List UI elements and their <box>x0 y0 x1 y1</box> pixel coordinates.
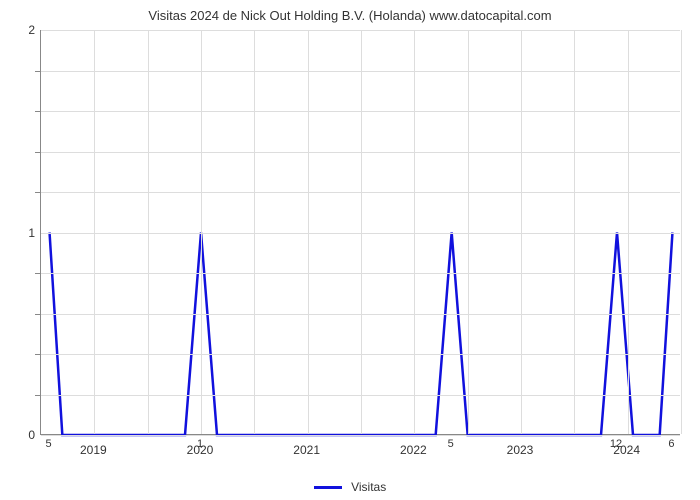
grid-line-h <box>41 354 680 355</box>
y-minor-tick <box>35 192 40 193</box>
y-minor-tick <box>35 111 40 112</box>
y-minor-tick <box>35 354 40 355</box>
x-tick-label: 2023 <box>507 443 534 457</box>
grid-line-h <box>41 71 680 72</box>
y-tick-label: 0 <box>5 428 35 442</box>
data-value-label: 6 <box>668 438 674 450</box>
legend-swatch <box>314 486 342 489</box>
x-tick-label: 2022 <box>400 443 427 457</box>
y-minor-tick <box>35 314 40 315</box>
y-minor-tick <box>35 273 40 274</box>
data-value-label: 5 <box>45 438 51 450</box>
grid-line-h <box>41 435 680 436</box>
grid-line-h <box>41 233 680 234</box>
y-tick-label: 2 <box>5 23 35 37</box>
grid-line-h <box>41 314 680 315</box>
plot-area <box>40 30 680 435</box>
grid-line-v <box>681 30 682 434</box>
y-minor-tick <box>35 71 40 72</box>
legend: Visitas <box>0 479 700 494</box>
grid-line-h <box>41 152 680 153</box>
data-value-label: 5 <box>448 438 454 450</box>
y-minor-tick <box>35 152 40 153</box>
x-tick-label: 2021 <box>293 443 320 457</box>
data-value-label: 12 <box>610 438 622 450</box>
grid-line-h <box>41 395 680 396</box>
grid-line-h <box>41 192 680 193</box>
y-tick-label: 1 <box>5 226 35 240</box>
grid-line-h <box>41 30 680 31</box>
grid-line-h <box>41 111 680 112</box>
y-minor-tick <box>35 395 40 396</box>
chart-title: Visitas 2024 de Nick Out Holding B.V. (H… <box>0 8 700 23</box>
chart-container: Visitas 2024 de Nick Out Holding B.V. (H… <box>0 0 700 500</box>
x-tick-label: 2019 <box>80 443 107 457</box>
data-value-label: 1 <box>197 438 203 450</box>
legend-label: Visitas <box>351 480 386 494</box>
grid-line-h <box>41 273 680 274</box>
